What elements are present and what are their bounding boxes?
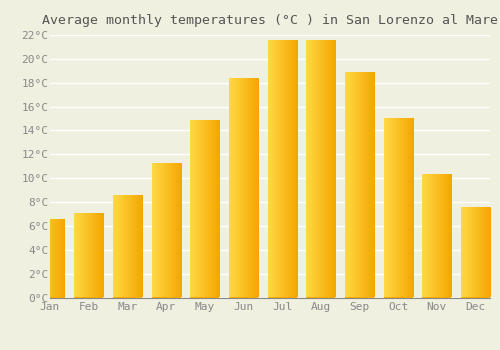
Bar [345,73,374,298]
Bar [384,119,412,298]
Bar [152,164,180,298]
Bar [306,41,336,298]
Bar [74,214,103,298]
Bar [113,196,142,298]
Bar [36,220,64,298]
Title: Average monthly temperatures (°C ) in San Lorenzo al Mare: Average monthly temperatures (°C ) in Sa… [42,14,498,27]
Bar [268,41,296,298]
Bar [422,175,452,298]
Bar [461,208,490,298]
Bar [229,79,258,298]
Bar [190,121,219,298]
